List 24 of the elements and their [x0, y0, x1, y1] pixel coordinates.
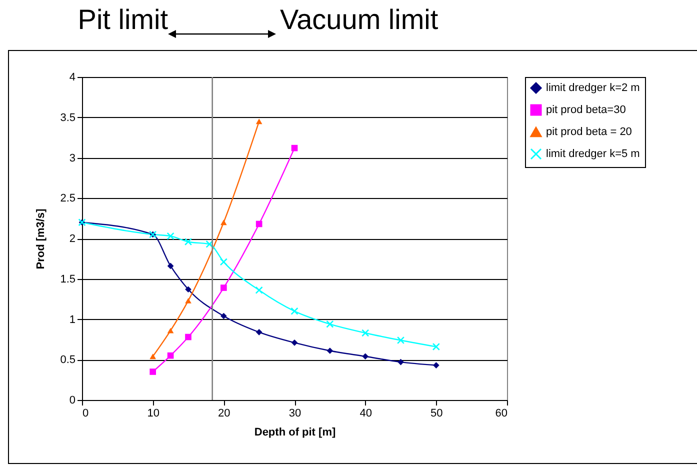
y-tick-label: 1.5 — [60, 273, 76, 286]
x-axis-title: Depth of pit [m] — [254, 426, 336, 438]
y-tick-label: 2.5 — [60, 192, 76, 205]
y-tick-label: 0 — [69, 394, 76, 406]
x-tick-label: 50 — [430, 408, 443, 420]
legend-label: pit prod beta = 20 — [546, 126, 632, 138]
legend-label: pit prod beta=30 — [546, 104, 626, 116]
x-tick-label: 40 — [360, 408, 372, 420]
x-tick-label: 0 — [82, 408, 89, 420]
y-tick-label: 3.5 — [60, 112, 76, 124]
x-tick-label: 20 — [218, 408, 230, 420]
text: Vacuum limit — [280, 4, 438, 36]
legend-label: limit dredger k=2 m — [546, 82, 640, 94]
y-tick-label: 1 — [69, 314, 76, 326]
y-axis-title: Prod [m3/s] — [35, 208, 48, 270]
legend-label: limit dredger k=5 m — [546, 148, 640, 160]
x-tick-label: 60 — [495, 408, 508, 420]
y-tick-label: 4 — [69, 72, 76, 84]
y-tick-label: 3 — [69, 152, 76, 164]
text: Pit limit — [78, 4, 168, 36]
y-tick-label: 0.5 — [60, 354, 76, 366]
x-tick-label: 10 — [147, 408, 160, 420]
y-tick-label: 2 — [69, 233, 76, 245]
x-tick-label: 30 — [288, 408, 302, 420]
